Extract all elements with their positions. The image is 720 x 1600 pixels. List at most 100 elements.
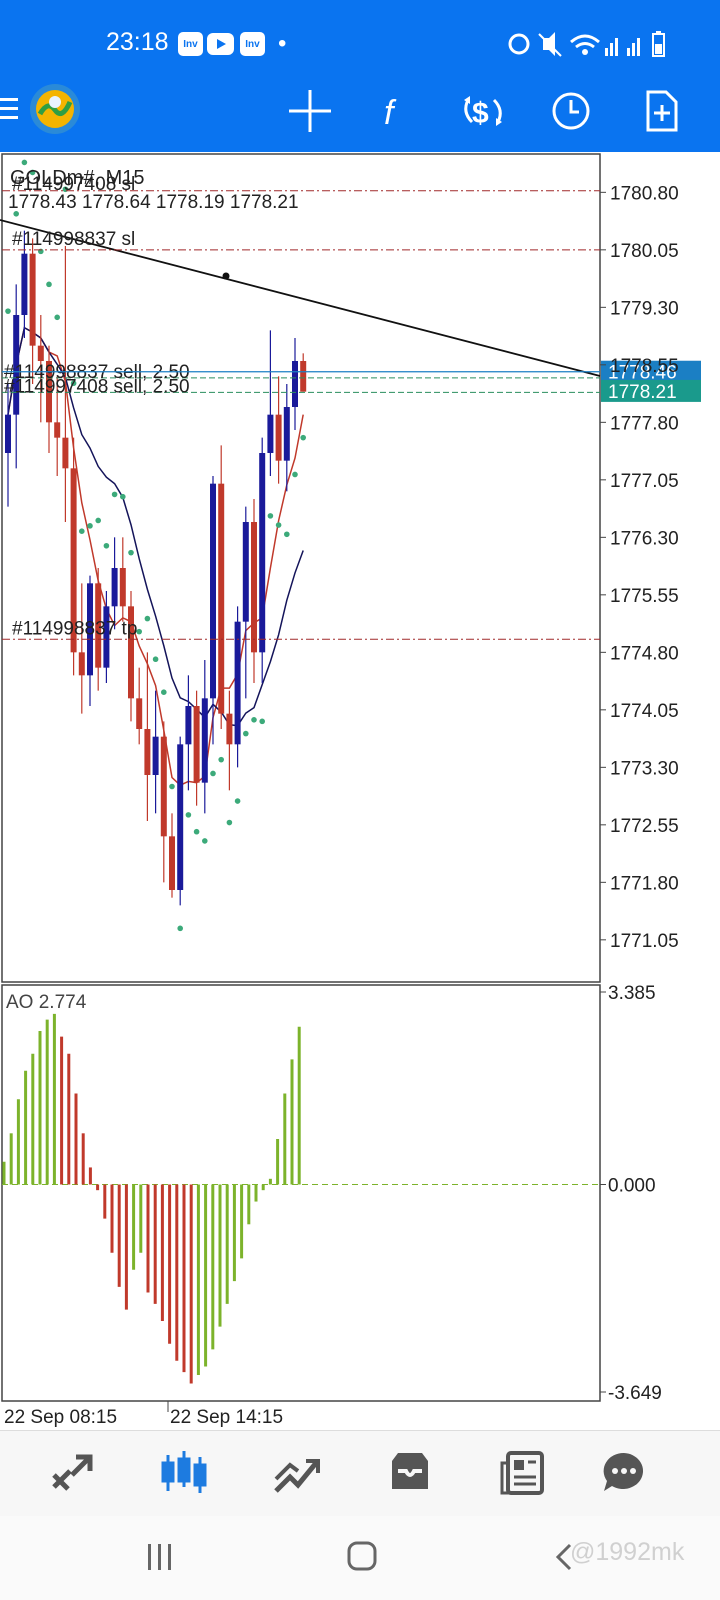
trade-icon[interactable] bbox=[270, 1447, 322, 1499]
parabolic-sar-dot bbox=[161, 689, 167, 695]
parabolic-sar-dot bbox=[185, 812, 192, 818]
parabolic-sar-dot bbox=[177, 925, 183, 932]
candle-body bbox=[136, 698, 143, 729]
ask-price-badge bbox=[601, 360, 701, 383]
history-icon[interactable] bbox=[384, 1447, 436, 1499]
candle-body bbox=[201, 698, 208, 783]
price-axis-label: 1774.05 bbox=[610, 701, 679, 722]
price-axis-label: 1780.80 bbox=[610, 183, 679, 204]
candle-body bbox=[242, 522, 249, 622]
parabolic-sar-dot bbox=[169, 783, 175, 790]
ao-axis-label: -3.649 bbox=[608, 1383, 662, 1404]
parabolic-sar-dot bbox=[120, 493, 126, 500]
parabolic-sar-dot bbox=[202, 838, 208, 844]
parabolic-sar-dot bbox=[243, 730, 249, 737]
indicator-frame bbox=[1, 984, 601, 1402]
ao-axis-label: 0.000 bbox=[608, 1175, 656, 1196]
main-chart-frame bbox=[1, 153, 601, 983]
price-axis-label: 1775.55 bbox=[610, 586, 679, 607]
candle-body bbox=[144, 729, 151, 775]
indicators-f-icon[interactable]: f bbox=[370, 86, 420, 136]
home-icon[interactable] bbox=[346, 1540, 378, 1572]
chart-icon[interactable] bbox=[158, 1447, 210, 1499]
candle-body bbox=[185, 706, 192, 745]
hamburger-menu-icon[interactable] bbox=[0, 96, 18, 122]
candle-body bbox=[54, 422, 61, 438]
parabolic-sar-dot bbox=[267, 513, 274, 519]
order-line-label: #114997408 sl bbox=[12, 174, 135, 195]
candle-body bbox=[177, 744, 184, 890]
parabolic-sar-dot bbox=[95, 517, 101, 524]
candle-body bbox=[119, 568, 126, 607]
candle-body bbox=[95, 583, 102, 668]
parabolic-sar-dot bbox=[210, 770, 216, 777]
candle-body bbox=[234, 621, 241, 745]
news-icon[interactable] bbox=[498, 1447, 550, 1499]
candle-body bbox=[13, 315, 20, 415]
price-axis-label: 1774.80 bbox=[610, 643, 679, 664]
price-axis-label: 1777.80 bbox=[610, 413, 679, 434]
time-label-1: 22 Sep 08:15 bbox=[4, 1407, 117, 1428]
parabolic-sar-dot bbox=[275, 522, 282, 528]
parabolic-sar-dot bbox=[234, 798, 241, 804]
moving-average-slow-line bbox=[7, 326, 304, 727]
candle-body bbox=[259, 453, 266, 653]
parabolic-sar-dot bbox=[70, 380, 77, 387]
price-axis-label: 1771.80 bbox=[610, 873, 679, 894]
candle-body bbox=[210, 483, 216, 699]
metatrader-logo-icon[interactable] bbox=[28, 82, 82, 136]
crosshair-icon[interactable] bbox=[285, 86, 335, 136]
candle-body bbox=[111, 568, 118, 607]
candle-body bbox=[5, 414, 11, 453]
parabolic-sar-dot bbox=[103, 542, 110, 549]
status-clock: 23:18 bbox=[106, 28, 169, 56]
parabolic-sar-dot bbox=[79, 528, 85, 534]
wifi-icon bbox=[570, 34, 600, 44]
order-line-label: #114998837 sell, 2.50 bbox=[4, 362, 190, 383]
chart-area[interactable]: #114997408 sl #114998837 sl #114998837 sel… bbox=[0, 152, 720, 1430]
candle-body bbox=[267, 414, 274, 453]
trade-dollar-icon[interactable]: $ bbox=[458, 86, 508, 136]
trendline bbox=[0, 219, 601, 377]
price-axis-label: 1771.05 bbox=[610, 931, 679, 952]
price-axis-label: 1776.30 bbox=[610, 528, 679, 549]
bid-price-badge bbox=[601, 379, 701, 402]
period-clock-icon[interactable] bbox=[546, 86, 596, 136]
parabolic-sar-dot bbox=[284, 531, 290, 538]
parabolic-sar-dot bbox=[21, 159, 28, 166]
candle-body bbox=[300, 361, 307, 392]
parabolic-sar-dot bbox=[193, 828, 200, 835]
youtube-notification-icon bbox=[207, 33, 234, 55]
back-icon[interactable] bbox=[552, 1542, 576, 1572]
candle-body bbox=[152, 736, 159, 775]
parabolic-sar-dot bbox=[300, 434, 307, 441]
candle-body bbox=[283, 407, 290, 461]
candle-body bbox=[251, 522, 257, 653]
parabolic-sar-dot bbox=[292, 471, 298, 478]
parabolic-sar-dot bbox=[259, 718, 266, 725]
system-status-icons bbox=[508, 31, 665, 57]
candle-body bbox=[70, 468, 77, 653]
parabolic-sar-dot bbox=[87, 523, 93, 529]
candle-body bbox=[218, 483, 225, 714]
ask-price-label: 1778.46 bbox=[608, 363, 677, 384]
price-axis-label: 1778.55 bbox=[610, 356, 679, 377]
messages-icon[interactable] bbox=[598, 1447, 650, 1499]
time-label-2: 22 Sep 14:15 bbox=[170, 1407, 283, 1428]
parabolic-sar-dot bbox=[128, 549, 134, 556]
add-object-icon[interactable] bbox=[636, 86, 686, 136]
candle-body bbox=[160, 736, 167, 837]
candle-body bbox=[37, 345, 44, 361]
candle-body bbox=[21, 253, 28, 315]
signal-icon-2 bbox=[627, 48, 630, 56]
price-axis-label: 1773.30 bbox=[610, 758, 679, 779]
quotes-icon[interactable] bbox=[46, 1447, 98, 1499]
parabolic-sar-dot bbox=[46, 281, 52, 288]
alarm-icon bbox=[508, 33, 530, 55]
parabolic-sar-dot bbox=[144, 615, 151, 622]
recents-icon[interactable] bbox=[145, 1542, 175, 1572]
candle-body bbox=[62, 437, 69, 469]
parabolic-sar-dot bbox=[111, 491, 118, 498]
candle-body bbox=[46, 361, 52, 423]
price-chart[interactable]: #114997408 sl #114998837 sl #114998837 sel… bbox=[0, 152, 720, 1430]
